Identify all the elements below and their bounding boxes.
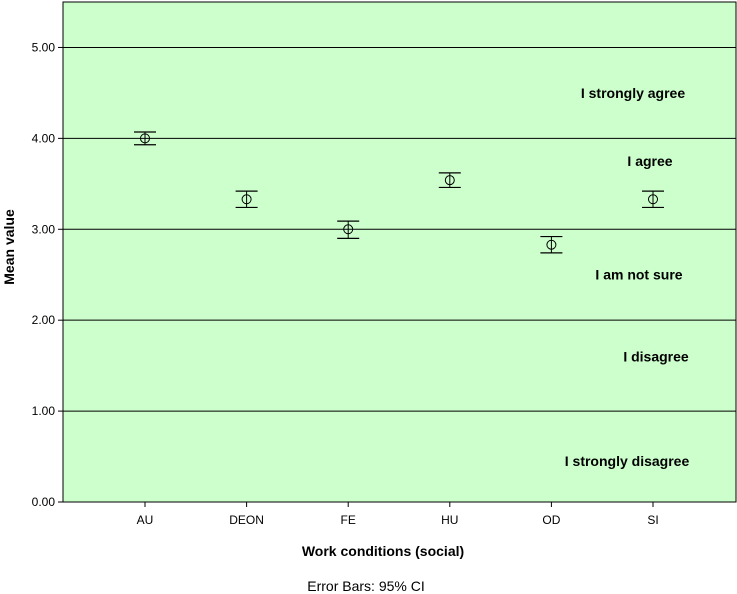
data-marks <box>134 131 664 254</box>
band-label: I am not sure <box>595 267 682 283</box>
y-tick-label: 2.00 <box>32 313 56 327</box>
y-axis-title: Mean value <box>1 209 17 285</box>
x-tick-label: OD <box>542 513 560 527</box>
gridlines <box>63 46 736 412</box>
y-tick-label: 4.00 <box>32 131 56 145</box>
y-tick-label: 0.00 <box>32 495 56 509</box>
y-tick-label: 3.00 <box>32 222 56 236</box>
data-point <box>241 194 252 205</box>
band-label: I strongly agree <box>581 85 685 101</box>
x-tick-label: AU <box>137 513 154 527</box>
data-point <box>546 239 557 250</box>
x-tick-label: FE <box>341 513 356 527</box>
data-point <box>343 224 354 235</box>
band-annotations: I strongly agree I agree I am not sure I di… <box>565 85 690 469</box>
y-tick-label: 1.00 <box>32 404 56 418</box>
plot-area <box>62 1 737 503</box>
data-point <box>444 175 455 186</box>
band-label: I agree <box>627 153 672 169</box>
data-point <box>140 133 150 144</box>
x-tick-label: SI <box>647 513 658 527</box>
x-axis-title: Work conditions (social) <box>302 543 464 559</box>
y-tick-label: 5.00 <box>32 40 56 54</box>
x-tick-label: HU <box>441 513 458 527</box>
footnote: Error Bars: 95% CI <box>307 578 424 594</box>
y-axis-ticks: 0.00 1.00 2.00 3.00 4.00 5.00 <box>32 40 63 509</box>
x-tick-label: DEON <box>229 513 264 527</box>
x-axis-ticks: AU DEON FE HU OD SI <box>137 502 659 527</box>
data-point <box>648 194 658 205</box>
band-label: I strongly disagree <box>565 453 690 469</box>
band-label: I disagree <box>623 349 689 365</box>
